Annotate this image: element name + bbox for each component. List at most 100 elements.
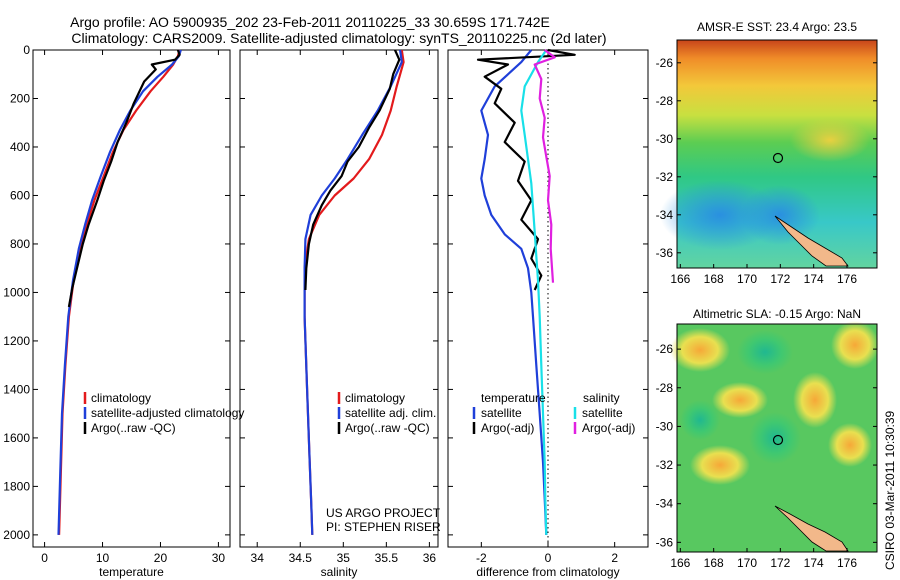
x-axis-label: temperature xyxy=(99,565,164,579)
x-tick-label: 2 xyxy=(611,551,618,565)
map-x-tick-label: 166 xyxy=(670,556,690,570)
map-y-tick-label: -36 xyxy=(656,246,674,260)
argo-float-marker xyxy=(772,434,784,446)
y-tick-label: 1800 xyxy=(3,479,30,493)
series-line-argo-raw-qc- xyxy=(67,49,181,308)
figure-title-line2: Climatology: CARS2009. Satellite-adjuste… xyxy=(71,30,606,46)
y-tick-label: 400 xyxy=(10,140,30,154)
sla-map-axes: 166 168 170 172 174 176 -26 -28 -30 -32 -34 -36 xyxy=(656,342,877,570)
sla-cool-eddy xyxy=(749,412,801,464)
sla-warm-eddy xyxy=(793,372,837,428)
map-x-tick-label: 174 xyxy=(804,556,824,570)
map-y-tick-label: -30 xyxy=(656,132,674,146)
difference-legend: temperature salinity satellite Argo(-adj… xyxy=(472,391,635,435)
sst-map-frame xyxy=(676,39,878,269)
project-credit-line2: PI: STEPHEN RISER xyxy=(326,520,441,534)
sla-warm-eddy xyxy=(670,328,730,372)
temperature-legend: climatology satellite-adjusted climatolo… xyxy=(83,391,244,435)
map-x-tick-label: 176 xyxy=(837,556,857,570)
map-y-tick-label: -26 xyxy=(656,342,674,356)
project-credit-line1: US ARGO PROJECT xyxy=(326,506,441,520)
map-y-tick-label: -30 xyxy=(656,419,674,433)
y-tick-label: 2000 xyxy=(3,528,30,542)
sla-cool-eddy xyxy=(737,330,793,374)
sla-map-title: Altimetric SLA: -0.15 Argo: NaN xyxy=(693,307,861,321)
sla-cool-eddy xyxy=(680,400,720,440)
map-x-tick-label: 176 xyxy=(837,272,857,286)
sla-map-panel: Altimetric SLA: -0.15 Argo: NaN 166 168 17… xyxy=(656,307,879,570)
plot-frame xyxy=(32,49,231,548)
map-x-tick-label: 170 xyxy=(737,272,757,286)
creation-timestamp: CSIRO 03-Mar-2011 10:30:39 xyxy=(883,410,897,570)
sst-map-axes: 166 168 170 172 174 176 -26 -28 -30 -32 -34 -36 xyxy=(656,56,877,286)
map-x-tick-label: 168 xyxy=(704,272,724,286)
y-tick-label: 1400 xyxy=(3,382,30,396)
y-tick-label: 600 xyxy=(10,188,30,202)
x-tick-label: 34.5 xyxy=(289,551,313,565)
map-x-tick-label: 174 xyxy=(804,272,824,286)
y-tick-label: 800 xyxy=(10,237,30,251)
legend-label-satellite-adjusted: satellite-adjusted climatology xyxy=(91,406,244,420)
legend-label-satellite-adj: satellite adj. clim. xyxy=(345,406,436,420)
salinity-legend: climatology satellite adj. clim. Argo(..… xyxy=(326,391,441,534)
salinity-profile-panel: 34 34.5 35 35.5 36 salinity xyxy=(239,49,439,579)
map-y-tick-label: -32 xyxy=(656,458,674,472)
map-y-tick-label: -28 xyxy=(656,381,674,395)
x-tick-label: 20 xyxy=(154,551,168,565)
sst-map-panel: AMSR-E SST: 23.4 Argo: 23.5 166 168 170 172… xyxy=(656,20,878,286)
map-y-tick-label: -26 xyxy=(656,56,674,70)
map-x-tick-label: 166 xyxy=(670,272,690,286)
sst-warm-patch xyxy=(790,118,870,162)
legend-label-argo: Argo(..raw -QC) xyxy=(91,421,176,435)
legend-label-climatology: climatology xyxy=(91,391,151,405)
series-line-salinity-argo-adj- xyxy=(533,49,556,283)
sla-map-frame xyxy=(676,323,878,553)
map-y-tick-label: -34 xyxy=(656,497,674,511)
x-tick-label: 10 xyxy=(96,551,110,565)
x-tick-label: 30 xyxy=(212,551,226,565)
legend-label-climatology: climatology xyxy=(345,391,405,405)
legend-header-salinity: salinity xyxy=(583,391,620,405)
map-x-tick-label: 168 xyxy=(704,556,724,570)
legend-label-argo: Argo(..raw -QC) xyxy=(345,421,430,435)
new-zealand-land-shape xyxy=(774,505,849,552)
sst-cold-patch xyxy=(740,185,820,245)
new-zealand-land-shape xyxy=(774,215,849,267)
legend-label-sal-argo: Argo(-adj) xyxy=(582,421,635,435)
y-tick-label: 1600 xyxy=(3,431,30,445)
x-tick-label: -2 xyxy=(476,551,487,565)
series-line-temperature-satellite xyxy=(480,49,548,535)
x-tick-label: 34 xyxy=(251,551,265,565)
series-line-satellite-adjusted-climatology xyxy=(57,49,182,535)
x-tick-label: 36 xyxy=(423,551,437,565)
y-tick-label: 1000 xyxy=(3,285,30,299)
legend-label-temp-argo: Argo(-adj) xyxy=(481,421,534,435)
sla-warm-eddy xyxy=(828,423,872,467)
y-tick-label: 200 xyxy=(10,91,30,105)
map-y-tick-label: -34 xyxy=(656,208,674,222)
series-line-salinity-satellite xyxy=(520,49,548,535)
legend-label-sal-satellite: satellite xyxy=(582,406,623,420)
map-y-tick-label: -36 xyxy=(656,535,674,549)
x-tick-label: 0 xyxy=(41,551,48,565)
legend-label-temp-satellite: satellite xyxy=(481,406,522,420)
x-axis-label: salinity xyxy=(321,565,358,579)
legend-header-temperature: temperature xyxy=(481,391,546,405)
map-y-tick-label: -32 xyxy=(656,170,674,184)
temperature-profile-panel: 0 10 20 30 0 200 400 600 800 1000 1200 1400 1600 1800… xyxy=(3,43,231,579)
sla-warm-eddy xyxy=(712,382,768,418)
map-x-tick-label: 172 xyxy=(770,272,790,286)
plot-frame xyxy=(239,49,439,548)
figure-title-line1: Argo profile: AO 5900935_202 23-Feb-2011… xyxy=(70,14,550,30)
x-tick-label: 35 xyxy=(337,551,351,565)
y-tick-label: 0 xyxy=(23,43,30,57)
sla-warm-eddy xyxy=(690,445,750,485)
x-tick-label: 35.5 xyxy=(375,551,399,565)
y-tick-label: 1200 xyxy=(3,334,30,348)
map-x-tick-label: 172 xyxy=(770,556,790,570)
map-y-tick-label: -28 xyxy=(656,94,674,108)
map-x-tick-label: 170 xyxy=(737,556,757,570)
series-line-argo-raw-qc- xyxy=(304,49,401,291)
